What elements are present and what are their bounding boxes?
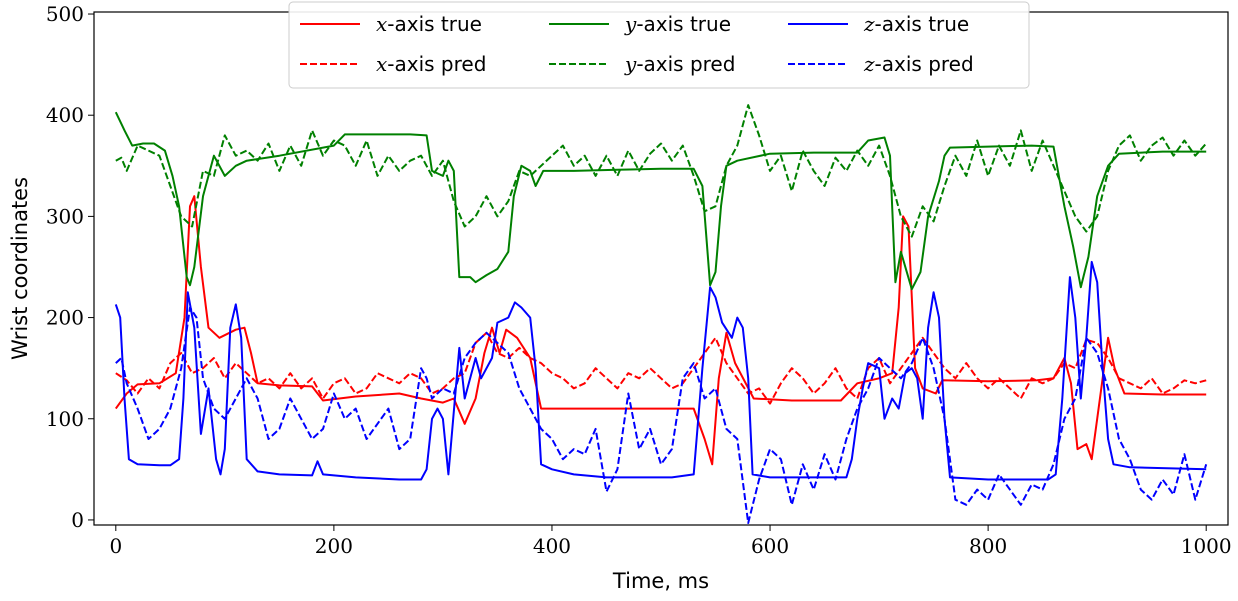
series-line-y-pred bbox=[115, 104, 1207, 238]
legend-label-z-true: z-axis true bbox=[863, 12, 969, 36]
legend-label-x-pred: x-axis pred bbox=[376, 52, 486, 76]
x-axis-label: Time, ms bbox=[612, 569, 709, 593]
x-tick-label: 600 bbox=[751, 534, 789, 558]
y-tick-label: 100 bbox=[46, 407, 84, 431]
series-layer bbox=[114, 104, 1208, 524]
legend-label-x-true: x-axis true bbox=[376, 12, 482, 36]
y-tick-label: 500 bbox=[46, 2, 84, 26]
series-line-z-pred bbox=[115, 306, 1208, 524]
y-tick-label: 0 bbox=[71, 508, 84, 532]
series-line-z-true bbox=[114, 260, 1207, 481]
x-tick-label: 800 bbox=[969, 534, 1007, 558]
x-tick-label: 400 bbox=[533, 534, 571, 558]
y-axis-ticks: 0 100 200 300 400 500 bbox=[46, 2, 94, 532]
legend: x-axis true y-axis true z-axis true x-axis … bbox=[288, 1, 1030, 89]
legend-label-y-true: y-axis true bbox=[624, 12, 731, 36]
series-line-x-true bbox=[114, 195, 1207, 466]
y-tick-label: 200 bbox=[46, 306, 84, 330]
series-line-y-true bbox=[114, 111, 1207, 291]
legend-label-z-pred: z-axis pred bbox=[863, 52, 974, 76]
x-tick-label: 200 bbox=[315, 534, 353, 558]
x-axis-ticks: 0 200 400 600 800 1000 bbox=[109, 525, 1232, 558]
x-tick-label: 1000 bbox=[1181, 534, 1232, 558]
y-tick-label: 300 bbox=[46, 204, 84, 228]
y-axis-label: Wrist coordinates bbox=[8, 177, 32, 360]
y-tick-label: 400 bbox=[46, 103, 84, 127]
legend-label-y-pred: y-axis pred bbox=[624, 52, 735, 76]
series-line-x-pred bbox=[115, 331, 1207, 405]
x-tick-label: 0 bbox=[109, 534, 122, 558]
